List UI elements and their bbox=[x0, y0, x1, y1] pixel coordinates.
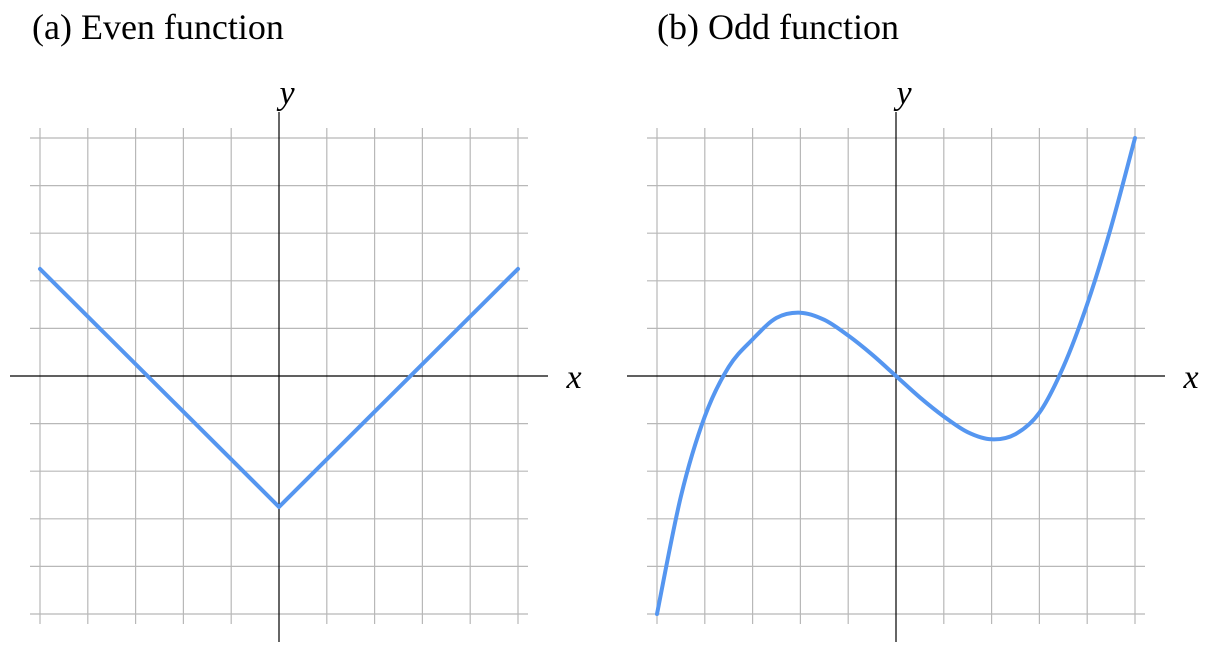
y-axis-label: y bbox=[893, 75, 912, 112]
axes bbox=[10, 112, 548, 642]
y-axis-label: y bbox=[276, 75, 295, 112]
plot-odd-function: x y bbox=[627, 75, 1199, 642]
panel-even-function: (a) Even function x y bbox=[10, 7, 582, 642]
chart-title: (b) Odd function bbox=[657, 7, 899, 47]
curves bbox=[38, 266, 520, 509]
plot-even-function: x y bbox=[10, 75, 582, 642]
x-axis-label: x bbox=[565, 359, 581, 396]
panel-odd-function: (b) Odd function x y bbox=[607, 0, 1214, 656]
curves bbox=[655, 136, 1137, 616]
x-axis-label: x bbox=[1182, 359, 1198, 396]
series-line bbox=[655, 136, 1137, 616]
series-line bbox=[38, 266, 520, 509]
chart-title: (a) Even function bbox=[32, 7, 284, 47]
